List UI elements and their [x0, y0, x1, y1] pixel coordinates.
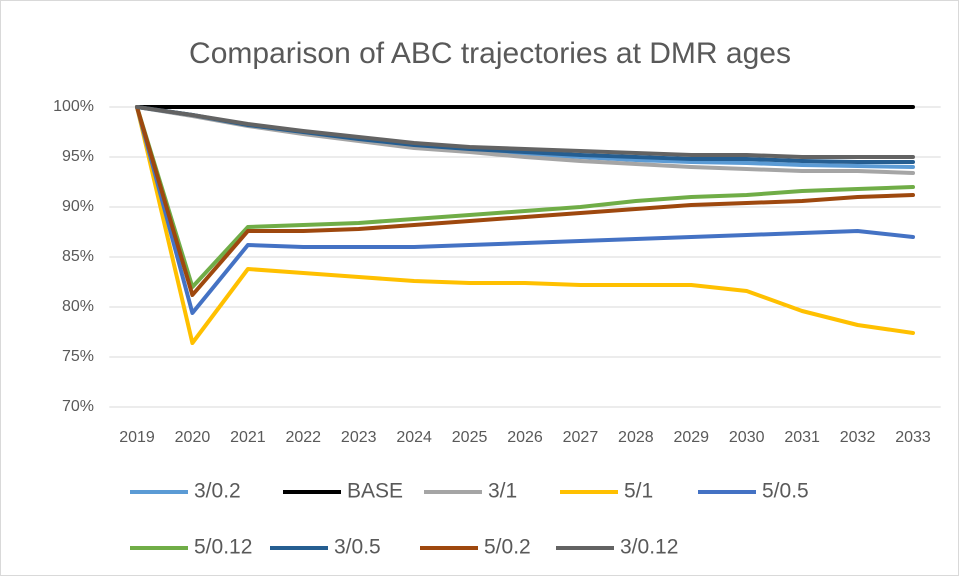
- legend-label: 5/0.12: [194, 536, 252, 559]
- y-tick-label: 90%: [62, 198, 94, 215]
- legend-item: 3/0.5: [270, 536, 381, 559]
- series-line: [135, 105, 915, 159]
- legend-item: 3/0.12: [556, 536, 678, 559]
- legend-label: 3/1: [488, 480, 517, 503]
- legend-item: 3/0.2: [130, 480, 241, 503]
- x-tick-label: 2023: [341, 429, 377, 446]
- x-tick-label: 2030: [729, 429, 765, 446]
- x-tick-label: 2022: [285, 429, 321, 446]
- series-line: [135, 105, 915, 289]
- x-tick-label: 2024: [396, 429, 432, 446]
- x-tick-label: 2021: [230, 429, 266, 446]
- legend-item: BASE: [283, 480, 403, 503]
- y-tick-label: 85%: [62, 248, 94, 265]
- y-tick-label: 75%: [62, 348, 94, 365]
- y-tick-label: 80%: [62, 298, 94, 315]
- legend-label: 5/0.2: [484, 536, 531, 559]
- x-tick-label: 2026: [507, 429, 543, 446]
- y-tick-label: 100%: [53, 98, 94, 115]
- legend-label: 5/0.5: [762, 480, 809, 503]
- legend-label: 3/0.2: [194, 480, 241, 503]
- series-line: [135, 105, 915, 315]
- series-line: [135, 105, 915, 297]
- x-tick-label: 2028: [618, 429, 654, 446]
- chart-title: Comparison of ABC trajectories at DMR ag…: [189, 37, 791, 70]
- legend-label: 3/0.12: [620, 536, 678, 559]
- x-tick-label: 2031: [784, 429, 820, 446]
- x-tick-label: 2025: [452, 429, 488, 446]
- x-tick-label: 2033: [895, 429, 931, 446]
- x-tick-label: 2020: [175, 429, 211, 446]
- y-tick-label: 70%: [62, 398, 94, 415]
- legend-label: 5/1: [624, 480, 653, 503]
- legend-item: 5/1: [560, 480, 653, 503]
- legend-item: 5/0.5: [698, 480, 809, 503]
- legend-item: 5/0.2: [420, 536, 531, 559]
- y-tick-label: 95%: [62, 148, 94, 165]
- legend-label: 3/0.5: [334, 536, 381, 559]
- legend-item: 3/1: [424, 480, 517, 503]
- x-tick-label: 2027: [563, 429, 599, 446]
- x-tick-label: 2019: [119, 429, 155, 446]
- legend-item: 5/0.12: [130, 536, 252, 559]
- x-tick-label: 2029: [673, 429, 709, 446]
- x-tick-label: 2032: [840, 429, 876, 446]
- series-line: [135, 105, 915, 345]
- legend-label: BASE: [347, 480, 403, 503]
